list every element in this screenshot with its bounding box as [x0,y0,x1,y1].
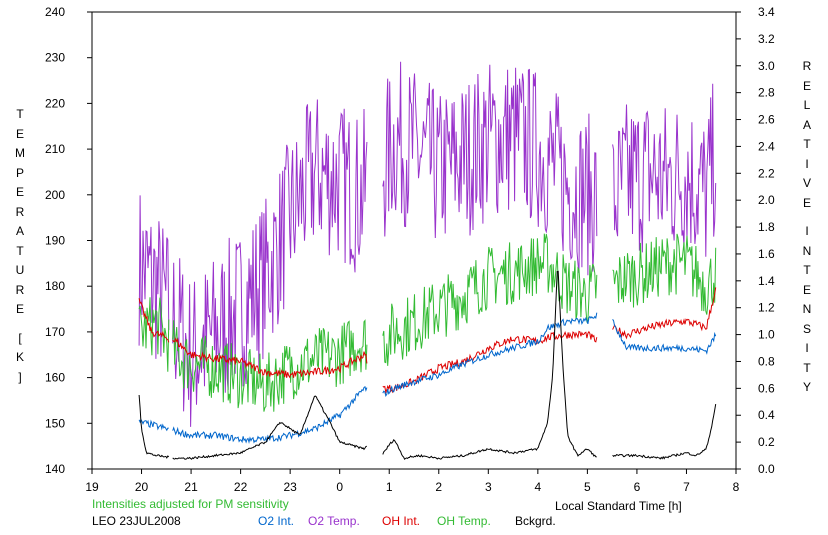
series-o2-temp [172,99,368,427]
station-label: LEO 23JUL2008 [92,514,181,528]
x-tick-label: 5 [584,480,591,494]
right-y-axis: 0.0 0.2 0.4 0.6 0.8 1.0 1.2 1.4 1.6 1.8 2.0 2.2 2.4 2… [736,5,775,476]
left-tick-label: 160 [45,371,65,385]
x-axis-label: Local Standard Time [h] [555,499,682,513]
legend-bckgrd: Bckgrd. [515,514,556,528]
series-o2-int [172,385,368,444]
right-tick-label: 0.4 [758,408,775,422]
right-tick-label: 2.2 [758,166,775,180]
x-tick-label: 22 [234,480,248,494]
series-oh-int [172,337,368,379]
x-tick-label: 0 [336,480,343,494]
chart-series-lines [138,61,717,460]
right-tick-label: 2.4 [758,139,775,153]
series-oh-int [612,287,717,340]
left-tick-label: 190 [45,234,65,248]
series-o2-int [612,319,717,355]
right-tick-label: 0.6 [758,381,775,395]
series-o2-temp [138,195,170,359]
left-tick-label: 230 [45,51,65,65]
series-bckgrd [138,394,170,459]
right-tick-label: 3.2 [758,32,775,46]
sensitivity-note: Intensities adjusted for PM sensitivity [92,497,289,511]
series-o2-temp [382,61,598,276]
legend-label: O2 Temp. [308,514,360,528]
x-tick-label: 1 [386,480,393,494]
left-tick-label: 170 [45,325,65,339]
legend-o2-int: O2 Int. [258,514,294,528]
x-tick-label: 7 [683,480,690,494]
right-tick-label: 1.8 [758,220,775,234]
left-tick-label: 150 [45,416,65,430]
legend-label: OH Temp. [437,514,491,528]
left-tick-label: 180 [45,279,65,293]
series-oh-temp [612,233,717,315]
left-tick-label: 140 [45,462,65,476]
right-tick-label: 3.0 [758,59,775,73]
legend-label: Bckgrd. [515,514,556,528]
left-y-axis: 140 150 160 170 180 190 200 210 220 230 240 [45,5,92,476]
series-oh-int [138,298,170,343]
legend-oh-temp: OH Temp. [437,514,491,528]
left-tick-label: 240 [45,5,65,19]
series-oh-temp [138,297,170,372]
x-tick-label: 2 [435,480,442,494]
legend-o2-temp: O2 Temp. [308,514,360,528]
x-tick-label: 6 [634,480,641,494]
right-tick-label: 2.8 [758,86,775,100]
x-tick-label: 4 [535,480,542,494]
series-bckgrd [172,395,368,460]
x-tick-label: 23 [283,480,297,494]
series-bckgrd [382,270,597,460]
x-tick-label: 3 [485,480,492,494]
series-oh-temp [172,319,368,412]
x-tick-label: 19 [85,480,99,494]
right-tick-label: 0.8 [758,354,775,368]
right-tick-label: 1.2 [758,301,775,315]
left-tick-label: 210 [45,142,65,156]
right-tick-label: 2.6 [758,113,775,127]
right-tick-label: 3.4 [758,5,775,19]
x-tick-label: 21 [184,480,198,494]
x-axis: 19 20 21 22 23 0 1 2 3 4 5 6 7 8 [85,469,740,494]
right-tick-label: 0.2 [758,435,775,449]
legend-oh-int: OH Int. [382,514,420,528]
right-tick-label: 0.0 [758,462,775,476]
right-tick-label: 1.4 [758,274,775,288]
right-tick-label: 1.6 [758,247,775,261]
left-tick-label: 220 [45,96,65,110]
series-o2-temp [612,83,717,257]
series-o2-int [138,418,169,432]
x-tick-label: 8 [733,480,740,494]
x-tick-label: 20 [135,480,149,494]
series-bckgrd [612,404,717,460]
left-tick-label: 200 [45,188,65,202]
legend-label: OH Int. [382,514,421,528]
legend-label: O2 Int. [258,514,295,528]
right-tick-label: 1.0 [758,328,775,342]
series-oh-temp [382,233,598,366]
right-tick-label: 2.0 [758,193,775,207]
